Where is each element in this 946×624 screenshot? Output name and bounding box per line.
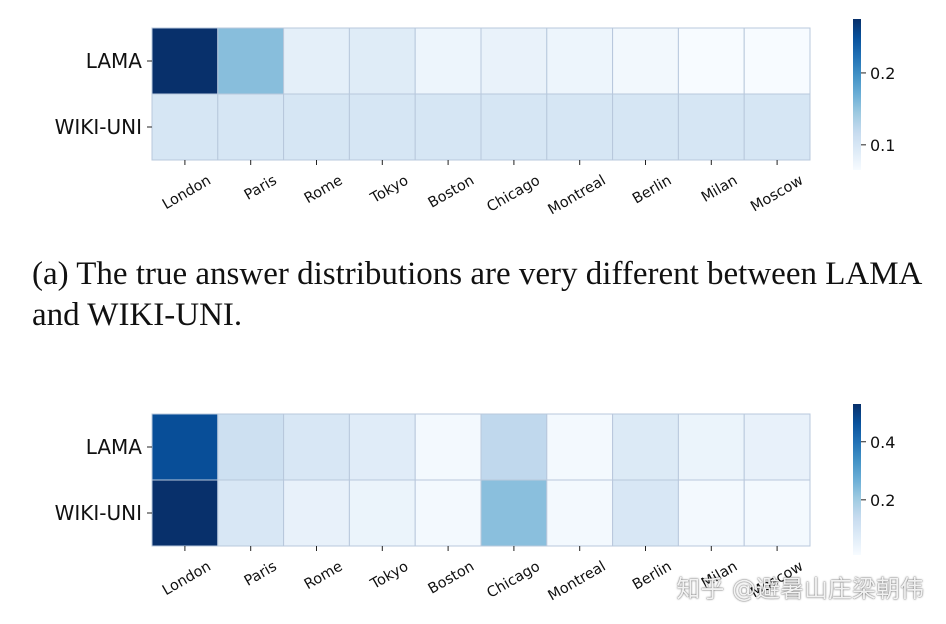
cell-wiki-uni-moscow: [743, 93, 811, 161]
cell-wiki-uni-moscow: [743, 479, 811, 547]
cell-lama-berlin: [612, 27, 679, 95]
cell-lama-london: [151, 27, 219, 95]
cell-wiki-uni-milan: [677, 93, 745, 161]
colorbar: [853, 404, 861, 555]
watermark: 知乎 @避暑山庄梁朝伟: [676, 575, 924, 603]
cell-wiki-uni-rome: [283, 479, 350, 547]
column-label: Berlin: [630, 559, 674, 594]
cell-wiki-uni-tokyo: [348, 479, 416, 547]
row-label: WIKI-UNI: [55, 501, 142, 525]
cell-lama-rome: [283, 413, 350, 481]
heatmap-top: LAMA WIKI-UNI London Paris Rome Tokyo Boston Ch…: [55, 19, 895, 219]
cell-lama-berlin: [612, 413, 679, 481]
column-label: Montreal: [545, 559, 608, 605]
cell-wiki-uni-boston: [414, 93, 482, 161]
column-label: Tokyo: [367, 173, 411, 208]
cell-lama-paris: [217, 27, 285, 95]
cell-wiki-uni-berlin: [612, 479, 679, 547]
cell-lama-tokyo: [348, 413, 416, 481]
column-label: Tokyo: [367, 559, 411, 594]
colorbar-tick-label: 0.4: [870, 433, 895, 452]
colorbar-tick-label: 0.2: [870, 491, 895, 510]
cell-lama-milan: [677, 27, 745, 95]
cell-wiki-uni-montreal: [546, 93, 614, 161]
colorbar-tick-label: 0.2: [870, 64, 895, 83]
cell-lama-tokyo: [348, 27, 416, 95]
cell-wiki-uni-chicago: [480, 479, 548, 547]
cell-lama-montreal: [546, 27, 614, 95]
column-label: Paris: [242, 559, 280, 590]
column-label: Rome: [302, 173, 346, 208]
cell-wiki-uni-boston: [414, 479, 482, 547]
cell-lama-moscow: [743, 413, 811, 481]
cell-wiki-uni-montreal: [546, 479, 614, 547]
cell-lama-chicago: [480, 413, 548, 481]
cell-lama-moscow: [743, 27, 811, 95]
cell-lama-boston: [414, 27, 482, 95]
column-label: Moscow: [748, 173, 806, 216]
cell-wiki-uni-tokyo: [348, 93, 416, 161]
column-label: Paris: [242, 173, 280, 204]
cell-lama-london: [151, 413, 219, 481]
row-label: LAMA: [86, 49, 143, 73]
column-label: Boston: [426, 173, 477, 212]
row-label: LAMA: [86, 435, 143, 459]
cell-lama-rome: [283, 27, 350, 95]
cell-lama-montreal: [546, 413, 614, 481]
cell-wiki-uni-paris: [217, 479, 285, 547]
cell-wiki-uni-rome: [283, 93, 350, 161]
cell-lama-milan: [677, 413, 745, 481]
colorbar-tick-label: 0.1: [870, 136, 895, 155]
column-label: London: [160, 173, 214, 213]
colorbar: [853, 19, 861, 170]
cell-lama-boston: [414, 413, 482, 481]
column-label: Montreal: [545, 173, 608, 219]
cell-lama-chicago: [480, 27, 548, 95]
cell-lama-paris: [217, 413, 285, 481]
cell-wiki-uni-milan: [677, 479, 745, 547]
figure-caption: (a) The true answer distributions are ve…: [32, 256, 921, 333]
column-label: Milan: [699, 173, 740, 206]
row-label: WIKI-UNI: [55, 115, 142, 139]
column-label: Chicago: [484, 173, 543, 216]
column-label: Rome: [302, 559, 346, 594]
cell-wiki-uni-london: [151, 479, 219, 547]
cell-wiki-uni-london: [151, 93, 219, 161]
column-label: Chicago: [484, 559, 543, 602]
cell-wiki-uni-berlin: [612, 93, 679, 161]
column-label: Boston: [426, 559, 477, 598]
column-label: Berlin: [630, 173, 674, 208]
column-label: London: [160, 559, 214, 599]
cell-wiki-uni-paris: [217, 93, 285, 161]
cell-wiki-uni-chicago: [480, 93, 548, 161]
